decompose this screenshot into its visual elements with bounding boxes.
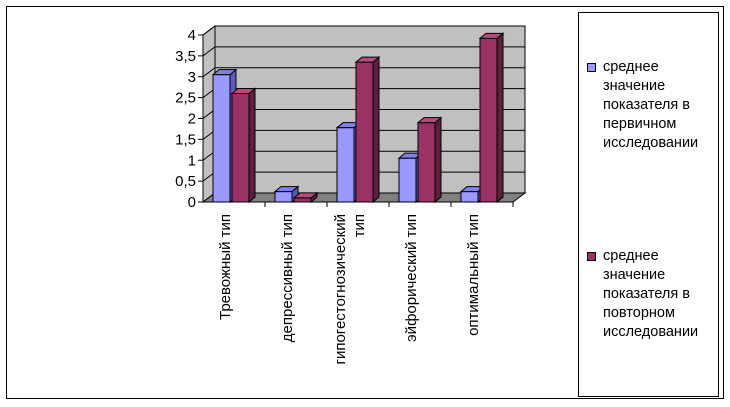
bar-top-s2-c3 xyxy=(354,56,381,63)
x-tick-label: тип xyxy=(351,214,368,237)
bar-top-s2-c2 xyxy=(292,192,319,199)
y-tick-label: 3,5 xyxy=(175,48,196,65)
y-tick-label: 0,5 xyxy=(175,173,196,190)
x-tick-label: Тревожный тип xyxy=(217,214,234,320)
x-tick-label: эйфорический тип xyxy=(403,214,420,342)
x-tick-label: гипогестогнозический xyxy=(332,214,349,365)
legend-swatch-primary xyxy=(587,63,596,72)
bar-side-s2-c3 xyxy=(372,56,380,204)
gridline xyxy=(202,25,525,36)
x-tick-label: депрессивный тип xyxy=(279,214,296,342)
gridline xyxy=(202,46,525,57)
bar-s1-c3 xyxy=(336,127,355,203)
legend-label-repeat: среднее значение показателя в повторном … xyxy=(603,248,699,340)
bar-top-s1-c1 xyxy=(211,69,238,76)
y-tick-label: 2 xyxy=(188,111,196,128)
y-tick-label: 0 xyxy=(188,194,196,211)
bar-s2-c5 xyxy=(479,37,498,203)
bar-side-s2-c1 xyxy=(248,87,256,204)
bar-s2-c2 xyxy=(293,197,312,203)
bar-s1-c2 xyxy=(274,191,293,203)
bar-s1-c5 xyxy=(460,191,479,203)
y-tick-label: 1,5 xyxy=(175,131,196,148)
legend-label-primary: среднее значение показателя в первичном … xyxy=(603,59,699,151)
bar-top-s2-c1 xyxy=(230,87,257,94)
bar-s2-c3 xyxy=(355,61,374,203)
bar-top-s2-c4 xyxy=(416,117,443,124)
bar-s2-c4 xyxy=(417,122,436,203)
y-tick-label: 4 xyxy=(188,27,196,44)
bar-s2-c1 xyxy=(231,92,250,203)
x-tick-label: оптимальный тип xyxy=(465,214,482,336)
legend-swatch-repeat xyxy=(587,252,596,261)
bar-top-s2-c5 xyxy=(478,32,505,39)
bar-top-s1-c2 xyxy=(273,186,300,193)
gridline xyxy=(202,67,525,78)
bar-side-s2-c5 xyxy=(496,32,504,204)
bar-s1-c1 xyxy=(212,74,231,203)
y-tick-label: 2,5 xyxy=(175,90,196,107)
bar-s1-c4 xyxy=(398,157,417,203)
bar-chart: 0 0,5 1 1,5 2 2,5 3 3,5 4 Тревожный тип депрессивн… xyxy=(175,25,527,365)
legend: среднее значение показателя в первичном … xyxy=(578,12,719,397)
bar-side-s2-c4 xyxy=(434,116,442,204)
y-tick-label: 1 xyxy=(188,152,196,169)
y-tick-label: 3 xyxy=(188,69,196,86)
